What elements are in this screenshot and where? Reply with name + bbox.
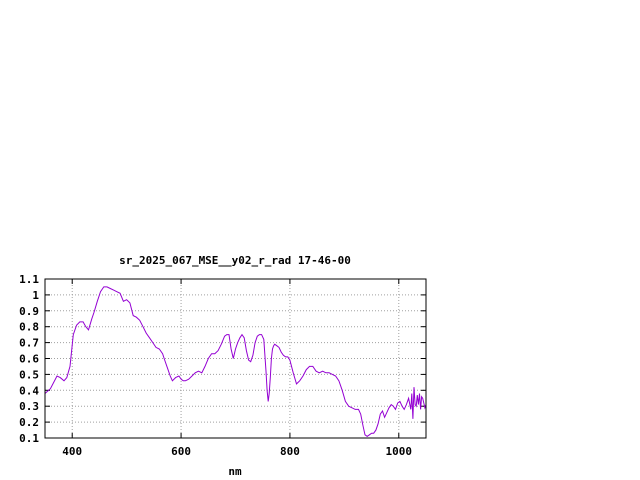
- grid: [45, 278, 426, 439]
- y-tick-label: 0.6: [19, 353, 39, 366]
- x-axis-label: nm: [228, 465, 242, 478]
- y-tick-label: 0.4: [19, 384, 39, 397]
- y-tick-label: 0.7: [19, 337, 39, 350]
- spectrum-series-line: [44, 286, 427, 438]
- y-tick-label: 1.1: [19, 273, 39, 286]
- x-tick-label: 600: [171, 445, 191, 458]
- chart-title: sr_2025_067_MSE__y02_r_rad 17-46-00: [119, 254, 351, 267]
- y-tick-label: 0.1: [19, 432, 39, 445]
- x-tick-label: 400: [62, 445, 82, 458]
- x-tick-label: 1000: [386, 445, 413, 458]
- x-tick-labels: 400 600 800 1000: [62, 445, 412, 458]
- y-tick-label: 0.3: [19, 400, 39, 413]
- plot-frame: [44, 278, 427, 439]
- y-tick-label: 0.8: [19, 321, 39, 334]
- y-tick-labels: 0.1 0.2 0.3 0.4 0.5 0.6 0.7 0.8 0.9 1 1.1: [19, 273, 39, 445]
- y-tick-label: 0.5: [19, 368, 39, 381]
- y-tick-label: 0.9: [19, 305, 39, 318]
- y-tick-label: 1: [32, 289, 39, 302]
- x-tick-label: 800: [280, 445, 300, 458]
- y-tick-label: 0.2: [19, 416, 39, 429]
